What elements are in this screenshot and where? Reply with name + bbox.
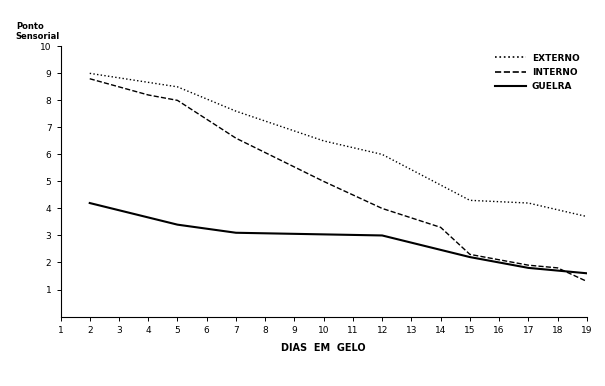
Line: INTERNO: INTERNO [90, 79, 587, 281]
Text: Ponto
Sensorial: Ponto Sensorial [16, 22, 60, 41]
GUELRA [232, 230, 240, 235]
EXTERNO [525, 201, 532, 205]
EXTERNO [232, 109, 240, 113]
INTERNO [232, 136, 240, 141]
INTERNO [320, 179, 327, 184]
GUELRA [174, 222, 181, 227]
Legend: EXTERNO, INTERNO, GUELRA: EXTERNO, INTERNO, GUELRA [492, 51, 583, 94]
EXTERNO [466, 198, 474, 203]
INTERNO [525, 263, 532, 267]
GUELRA [466, 255, 474, 259]
INTERNO [583, 279, 590, 284]
EXTERNO [583, 214, 590, 219]
INTERNO [145, 93, 152, 97]
EXTERNO [379, 152, 386, 157]
Line: GUELRA: GUELRA [90, 203, 587, 273]
GUELRA [86, 201, 93, 205]
INTERNO [379, 206, 386, 211]
EXTERNO [174, 85, 181, 89]
INTERNO [174, 98, 181, 103]
EXTERNO [86, 71, 93, 76]
EXTERNO [320, 139, 327, 143]
INTERNO [116, 85, 123, 89]
INTERNO [554, 266, 561, 270]
Line: EXTERNO: EXTERNO [90, 73, 587, 217]
GUELRA [525, 266, 532, 270]
X-axis label: DIAS  EM  GELO: DIAS EM GELO [281, 343, 366, 353]
GUELRA [379, 233, 386, 238]
INTERNO [437, 225, 444, 230]
INTERNO [86, 76, 93, 81]
INTERNO [466, 252, 474, 257]
GUELRA [583, 271, 590, 276]
